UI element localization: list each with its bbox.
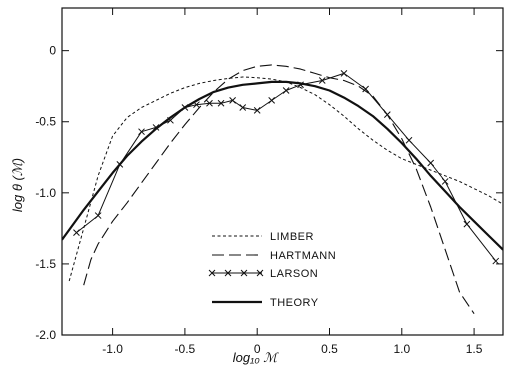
- legend-marker-larson: [256, 269, 264, 277]
- x-tick-label: 1.5: [466, 342, 483, 356]
- data-point-larson: [206, 99, 213, 107]
- series-theory: [62, 80, 503, 251]
- legend: LIMBER HARTMANN LARSON THEORY: [208, 231, 336, 309]
- axis-ticks: -1.0 -0.5 0 0.5 1.0 1.5 0 -0.5 -1.0 -1.5 -2.0: [35, 8, 503, 356]
- legend-label-theory: THEORY: [270, 297, 319, 309]
- y-axis-title: log θ (ℳ): [10, 158, 25, 212]
- y-tick-label: -0.5: [35, 115, 56, 129]
- legend-label-limber: LIMBER: [270, 231, 314, 243]
- data-point-larson: [318, 77, 326, 84]
- legend-label-hartmann: HARTMANN: [270, 250, 336, 262]
- series-line-theory: [62, 80, 503, 251]
- legend-label-larson: LARSON: [270, 268, 318, 280]
- data-point-larson: [253, 107, 261, 114]
- y-tick-label: -1.0: [35, 186, 56, 200]
- data-point-larson: [282, 87, 290, 94]
- data-point-larson: [229, 97, 236, 104]
- legend-marker-larson: [240, 269, 248, 277]
- data-point-larson: [405, 136, 413, 144]
- data-point-larson: [427, 159, 435, 167]
- x-tick-label: 0.5: [321, 342, 338, 356]
- data-point-larson: [463, 220, 471, 228]
- x-tick-label: 0: [254, 342, 261, 356]
- data-point-larson: [217, 99, 225, 107]
- data-point-larson: [268, 97, 276, 104]
- data-point-larson: [340, 70, 348, 77]
- data-point-larson: [239, 104, 247, 111]
- legend-marker-larson: [208, 269, 216, 277]
- legend-item-theory: THEORY: [212, 297, 319, 309]
- x-tick-label: -0.5: [175, 342, 196, 356]
- legend-item-larson: LARSON: [208, 268, 318, 280]
- plot-frame: [61, 7, 504, 336]
- data-point-larson: [383, 111, 391, 118]
- x-tick-label: -1.0: [102, 342, 123, 356]
- data-point-larson: [73, 229, 80, 236]
- series-lines: [62, 64, 503, 315]
- data-point-larson: [362, 85, 369, 93]
- y-tick-label: 0: [49, 44, 56, 58]
- y-tick-label: -2.0: [35, 328, 56, 342]
- x-axis-title: log₁₀ ℳ: [233, 350, 280, 365]
- data-point-larson: [441, 178, 449, 185]
- legend-item-limber: LIMBER: [212, 231, 314, 243]
- legend-marker-larson: [224, 269, 232, 277]
- data-point-larson: [492, 257, 500, 265]
- data-point-larson: [138, 128, 145, 136]
- x-tick-label: 1.0: [393, 342, 410, 356]
- legend-item-hartmann: HARTMANN: [212, 250, 336, 262]
- y-tick-label: -1.5: [35, 257, 56, 271]
- data-point-larson: [94, 212, 102, 219]
- plot-border: [61, 7, 504, 336]
